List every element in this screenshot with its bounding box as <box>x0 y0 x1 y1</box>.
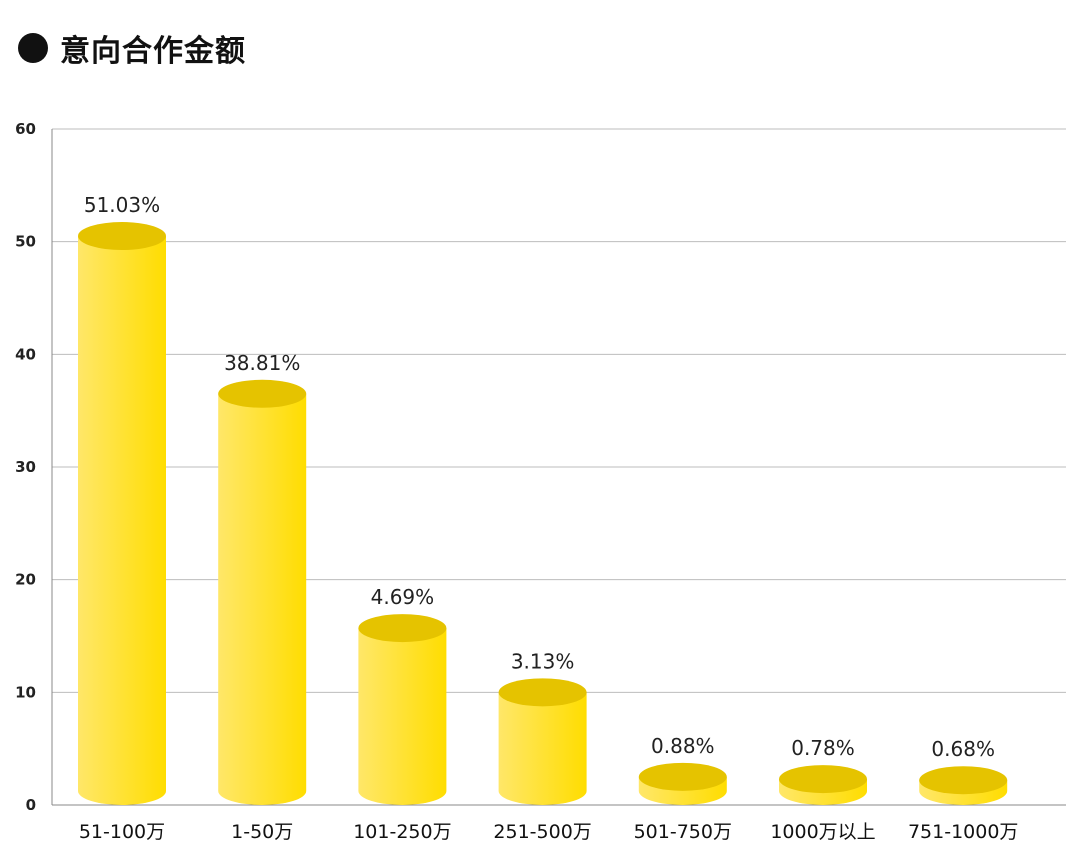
x-tick-label: 51-100万 <box>79 821 165 843</box>
bar-top <box>358 614 447 643</box>
y-tick-label: 30 <box>15 458 36 476</box>
bar <box>498 678 587 805</box>
data-label: 3.13% <box>511 649 575 673</box>
y-tick-label: 0 <box>26 796 36 814</box>
bar <box>919 766 1008 806</box>
data-label: 4.69% <box>371 585 435 609</box>
x-tick-label: 251-500万 <box>493 821 591 843</box>
bars <box>78 222 1008 806</box>
axes <box>51 129 1066 806</box>
y-tick-label: 20 <box>15 571 36 589</box>
grid-lines <box>52 128 1066 693</box>
x-tick-label: 1000万以上 <box>770 821 875 843</box>
bullet-icon <box>18 33 48 63</box>
data-label: 51.03% <box>84 193 160 217</box>
bar-top <box>78 222 166 251</box>
data-label: 0.78% <box>791 736 855 760</box>
chart-title: 意向合作金额 <box>60 34 246 69</box>
bar-top <box>498 678 587 707</box>
bar-body <box>218 393 307 805</box>
chart-header: 意向合作金额 <box>18 26 246 70</box>
bar-top <box>919 766 1008 795</box>
data-label: 0.68% <box>931 737 995 761</box>
x-tick-label: 101-250万 <box>353 821 451 843</box>
bar-top <box>218 379 307 408</box>
bar <box>218 379 307 805</box>
bar-top <box>779 765 867 794</box>
bar-body <box>358 628 447 806</box>
x-tick-label: 751-1000万 <box>908 821 1018 843</box>
bar-body <box>498 692 587 805</box>
bar <box>638 762 727 806</box>
data-label: 0.88% <box>651 734 715 758</box>
y-tick-label: 60 <box>15 120 36 138</box>
y-tick-label: 50 <box>15 233 36 251</box>
y-tick-label: 10 <box>15 683 36 701</box>
bar <box>779 765 867 805</box>
labels: 0 10 20 30 40 50 60 51.03% 51-100万 38.81% 1-50万 4.6… <box>15 120 1018 843</box>
data-label: 38.81% <box>224 351 300 375</box>
x-tick-label: 501-750万 <box>634 821 732 843</box>
bar <box>78 222 166 806</box>
bar-top <box>638 762 727 791</box>
bar <box>358 614 447 806</box>
x-tick-label: 1-50万 <box>231 821 293 843</box>
bar-body <box>78 236 166 806</box>
y-tick-label: 40 <box>15 345 36 363</box>
